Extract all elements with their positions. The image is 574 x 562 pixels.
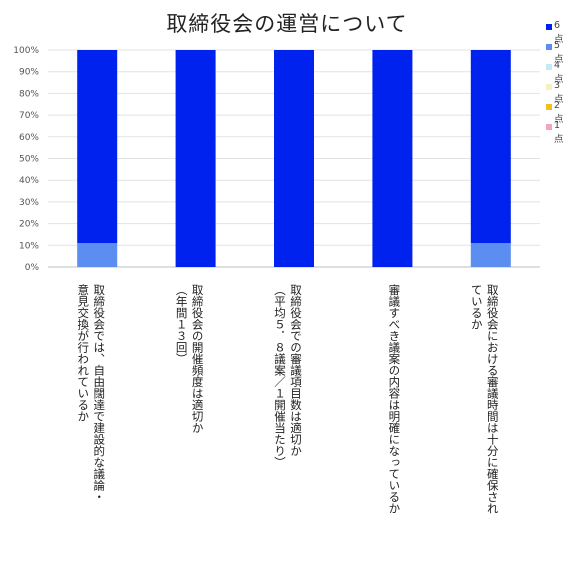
bars [77,50,511,267]
y-tick-label: 10% [19,241,39,251]
category-label-line: 意見交換が行われているか [76,284,91,422]
legend-swatch [546,24,552,30]
y-tick-label: 90% [19,68,39,78]
y-tick-label: 60% [19,133,39,143]
bar-segment-6点 [274,50,314,267]
chart-title: 取締役会の運営について [166,12,408,36]
legend-swatch [546,44,552,50]
y-tick-label: 30% [19,198,39,208]
legend-swatch [546,124,552,130]
y-tick-label: 100% [13,46,39,56]
legend-swatch [546,104,552,110]
y-tick-label: 70% [19,111,39,121]
bar-segment-6点 [372,50,413,267]
legend-swatch [546,64,552,70]
category-label-line: （平均５．８議案／１開催当たり） [273,284,287,468]
y-tick-label: 50% [19,155,39,165]
category-label-line: 審議すべき議案の内容は明確になっているか [387,284,402,514]
legend-label: 2点 [554,100,564,125]
legend-label: 5点 [554,40,564,65]
y-axis-labels: 0% 10% 20% 30% 40% 50% 60% 70% 80% 90% 100% [13,46,39,273]
category-label-line: （年間１３回） [174,284,189,365]
category-label-line: 取締役会の開催頻度は適切か [190,284,205,434]
category-label: 取締役会での審議項目数は適切か （平均５．８議案／１開催当たり） [268,284,304,554]
category-label-line: ているか [469,284,484,330]
category-label-line: 取締役会における審議時間は十分に確保され [485,284,500,514]
legend-label: 3点 [554,80,564,105]
category-label-line: 取締役会での審議項目数は適切か [289,284,303,457]
category-label: 審議すべき議案の内容は明確になっているか [382,284,402,554]
category-label: 取締役会の開催頻度は適切か （年間１３回） [170,284,206,554]
bar-segment-6点 [470,50,511,244]
bar-segment-6点 [175,50,216,267]
legend-swatch [546,84,552,90]
y-tick-label: 20% [19,220,39,230]
legend-label: 4点 [554,60,564,85]
category-label-line: 取締役会では、自由闊達で建設的な議論・ [92,284,107,503]
category-label: 取締役会における審議時間は十分に確保され ているか [465,284,501,554]
bar-segment-6点 [77,50,118,244]
y-tick-label: 40% [19,176,39,186]
bar-segment-5点 [470,243,511,267]
category-label: 取締役会では、自由闊達で建設的な議論・ 意見交換が行われているか [71,284,107,554]
legend-label: 6点 [554,20,564,45]
plot-area: 0% 10% 20% 30% 40% 50% 60% 70% 80% 90% 100% [13,46,540,273]
y-tick-label: 0% [25,263,40,273]
legend-label: 1点 [554,120,564,145]
y-tick-label: 80% [19,89,39,99]
bar-segment-5点 [77,243,118,267]
